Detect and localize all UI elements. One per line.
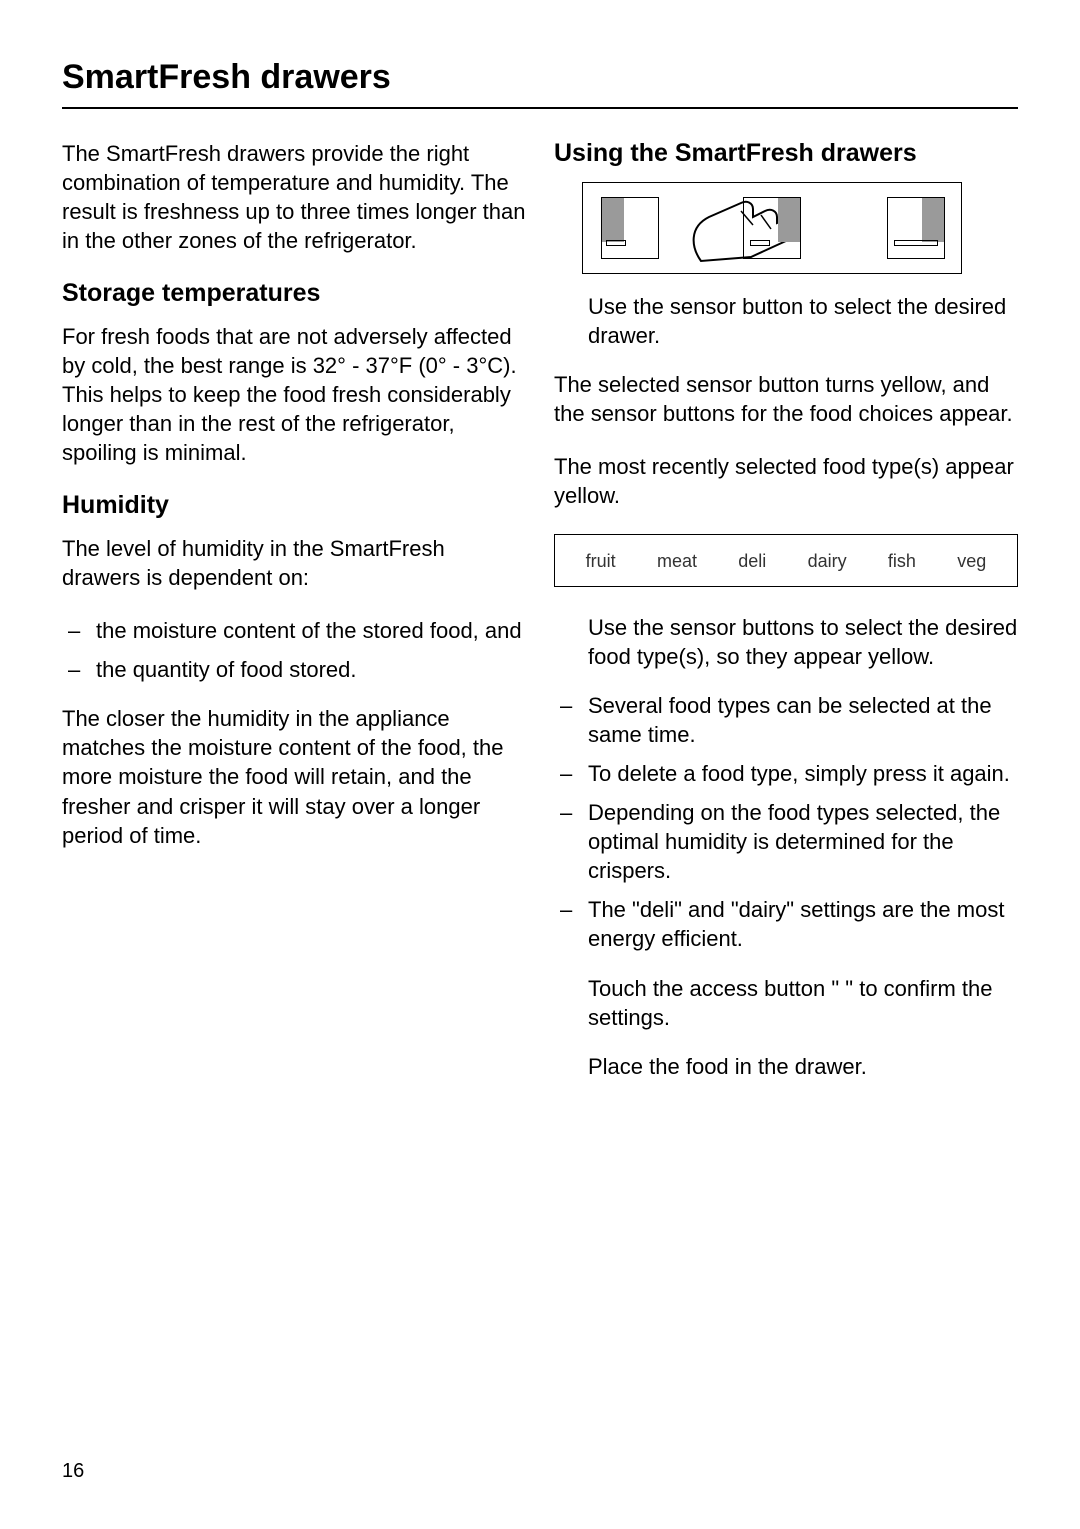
food-label-fruit: fruit xyxy=(586,551,616,572)
drawer-icon xyxy=(601,197,659,259)
food-label-veg: veg xyxy=(957,551,986,572)
humidity-explain: The closer the humidity in the appliance… xyxy=(62,704,526,849)
page-number: 16 xyxy=(62,1460,84,1483)
food-label-dairy: dairy xyxy=(808,551,847,572)
drawer-slot xyxy=(750,240,770,246)
right-column: Using the SmartFresh drawers Use the s xyxy=(554,139,1018,1101)
humidity-list: the moisture content of the stored food,… xyxy=(62,616,526,684)
list-item: Depending on the food types selected, th… xyxy=(554,798,1018,885)
food-rules-list: Several food types can be selected at th… xyxy=(554,691,1018,953)
left-column: The SmartFresh drawers provide the right… xyxy=(62,139,526,1101)
drawer-shade xyxy=(778,198,800,242)
list-item: To delete a food type, simply press it a… xyxy=(554,759,1018,788)
storage-temperatures-paragraph: For fresh foods that are not adversely a… xyxy=(62,322,526,467)
confirm-step: Touch the access button " " to confirm t… xyxy=(554,974,1018,1032)
place-food-step: Place the food in the drawer. xyxy=(554,1052,1018,1081)
drawer-slot xyxy=(894,240,938,246)
drawer-icon xyxy=(743,197,801,259)
recent-yellow-paragraph: The most recently selected food type(s) … xyxy=(554,452,1018,510)
food-label-meat: meat xyxy=(657,551,697,572)
two-column-layout: The SmartFresh drawers provide the right… xyxy=(62,139,1018,1101)
drawer-slot xyxy=(606,240,626,246)
page-title: SmartFresh drawers xyxy=(62,58,1018,109)
list-item: the quantity of food stored. xyxy=(62,655,526,684)
humidity-intro: The level of humidity in the SmartFresh … xyxy=(62,534,526,592)
humidity-heading: Humidity xyxy=(62,491,526,520)
food-label-deli: deli xyxy=(738,551,766,572)
drawer-icon xyxy=(887,197,945,259)
list-item: Several food types can be selected at th… xyxy=(554,691,1018,749)
food-type-row: fruit meat deli dairy fish veg xyxy=(554,534,1018,587)
storage-temperatures-heading: Storage temperatures xyxy=(62,279,526,308)
drawer-select-illustration xyxy=(582,182,962,274)
list-item: the moisture content of the stored food,… xyxy=(62,616,526,645)
drawer-shade xyxy=(602,198,624,242)
select-types-step: Use the sensor buttons to select the des… xyxy=(554,613,1018,671)
food-label-fish: fish xyxy=(888,551,916,572)
use-sensor-step: Use the sensor button to select the desi… xyxy=(554,292,1018,350)
list-item: The "deli" and "dairy" settings are the … xyxy=(554,895,1018,953)
using-heading: Using the SmartFresh drawers xyxy=(554,139,1018,168)
drawer-shade xyxy=(922,198,944,242)
selected-yellow-paragraph: The selected sensor button turns yellow,… xyxy=(554,370,1018,428)
intro-paragraph: The SmartFresh drawers provide the right… xyxy=(62,139,526,255)
